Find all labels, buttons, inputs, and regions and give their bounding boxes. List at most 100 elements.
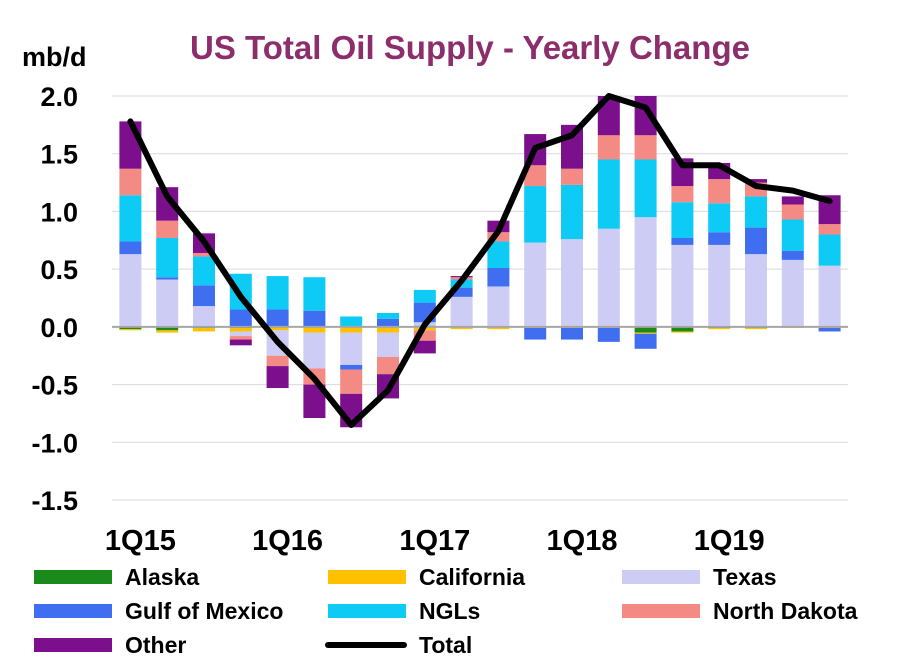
bar-segment-north-dakota [266,355,289,367]
bar-segment-gulf-of-mexico [745,227,767,255]
bar-segment-texas [229,331,252,337]
bar-segment-texas [561,239,583,327]
bar-segment-gulf-of-mexico [708,232,731,245]
bar-segment-texas [450,296,473,327]
y-axis-unit-label: mb/d [22,42,87,72]
gridlines [112,95,848,501]
bar-segment-ngls [634,159,657,218]
bar-segment-gulf-of-mexico [303,310,326,327]
bar-segment-ngls [524,186,547,243]
bar-segment-gulf-of-mexico [781,250,804,260]
bar-segment-california [119,329,142,331]
legend-swatch-north-dakota [622,604,700,618]
bar-segment-ngls [377,313,399,319]
bar-segment-north-dakota [119,168,142,196]
bar-segment-north-dakota [561,168,583,185]
bar-segment-texas [671,244,694,327]
bar-segment-ngls [156,237,179,278]
total-line [127,93,833,428]
bar-segment-california [266,326,289,331]
bar-segment-north-dakota [487,232,510,242]
bar-segment-other [119,121,142,169]
legend-label-alaska: Alaska [125,564,199,590]
bar-segment-texas [377,332,399,357]
bar-segment-north-dakota [229,336,252,340]
bar-segment-ngls [303,277,326,311]
bar-segment-texas [781,259,804,327]
y-tick-label: 0.5 [40,255,78,285]
bar-segment-texas [524,242,547,327]
legend-label-california: California [419,564,525,590]
bar-segment-north-dakota [193,252,215,257]
legend-label-north-dakota: North Dakota [713,598,858,624]
legend-swatch-gulf-of-mexico [34,604,112,618]
bar-segment-north-dakota [634,135,657,160]
x-tick-label: 1Q18 [547,525,618,557]
bar-segment-north-dakota [671,186,694,203]
bar-segments [119,96,841,428]
bar-segment-california [340,326,363,333]
bar-segment-ngls [561,184,583,240]
bar-segment-ngls [671,202,694,238]
bar-segment-ngls [597,159,620,229]
bar-segment-alaska [156,326,179,331]
bar-segment-gulf-of-mexico [156,277,179,280]
bar-segment-other [303,384,326,419]
bar-segment-gulf-of-mexico [450,287,473,297]
bar-segment-north-dakota [597,135,620,160]
legend-label-total: Total [419,632,472,658]
bar-segment-texas [119,254,142,327]
bar-segment-north-dakota [708,179,731,204]
bar-segment-gulf-of-mexico [671,237,694,245]
bar-segment-california [303,326,326,333]
bar-segment-other [156,187,179,221]
bar-segment-gulf-of-mexico [193,285,215,307]
bar-segment-other [413,340,436,354]
bar-segment-california [671,331,694,333]
bar-segment-gulf-of-mexico [634,333,657,349]
y-tick-label: 0.0 [40,313,78,343]
bar-segment-gulf-of-mexico [119,241,142,255]
legend-label-other: Other [125,632,186,658]
bar-segment-ngls [708,203,731,233]
bar-segment-california [745,328,767,330]
legend: Alaska California Texas Gulf of Mexico NGLs N… [34,564,858,658]
bar-segment-texas [487,286,510,327]
bar-segment-north-dakota [524,165,547,187]
bar-segment-california [156,330,179,333]
bar-segment-gulf-of-mexico [597,328,620,342]
bar-segment-california [708,328,731,330]
bar-segment-gulf-of-mexico [561,328,583,340]
x-tick-label: 1Q16 [252,525,323,557]
bar-segment-california [487,326,510,330]
y-tick-label: 2.0 [40,82,78,112]
x-tick-label: 1Q19 [694,525,765,557]
y-tick-label: -0.5 [31,371,78,401]
bar-segment-texas [303,332,326,369]
legend-label-gulf-of-mexico: Gulf of Mexico [125,598,283,624]
bar-segment-ngls [745,196,767,228]
bar-segment-other [781,196,804,205]
bar-segment-other [266,366,289,389]
bar-segment-texas [634,217,657,327]
bar-segment-north-dakota [340,369,363,394]
bar-segment-alaska [671,326,694,332]
bar-segment-gulf-of-mexico [229,309,252,327]
bar-segment-texas [193,306,215,327]
bar-segment-gulf-of-mexico [266,309,289,327]
bar-segment-california [193,328,215,332]
legend-label-texas: Texas [713,564,777,590]
legend-swatch-texas [622,570,700,584]
bar-segment-gulf-of-mexico [524,328,547,340]
legend-swatch-ngls [328,604,406,618]
bar-segment-texas [708,244,731,327]
bar-segment-alaska [119,326,142,330]
y-tick-label: -1.5 [31,486,78,516]
bar-segment-texas [340,332,363,365]
bar-segment-ngls [119,195,142,242]
bar-segment-ngls [193,256,215,286]
legend-label-ngls: NGLs [419,598,480,624]
bar-segment-california [450,326,473,330]
bar-segment-alaska [634,326,657,333]
legend-swatch-alaska [34,570,112,584]
